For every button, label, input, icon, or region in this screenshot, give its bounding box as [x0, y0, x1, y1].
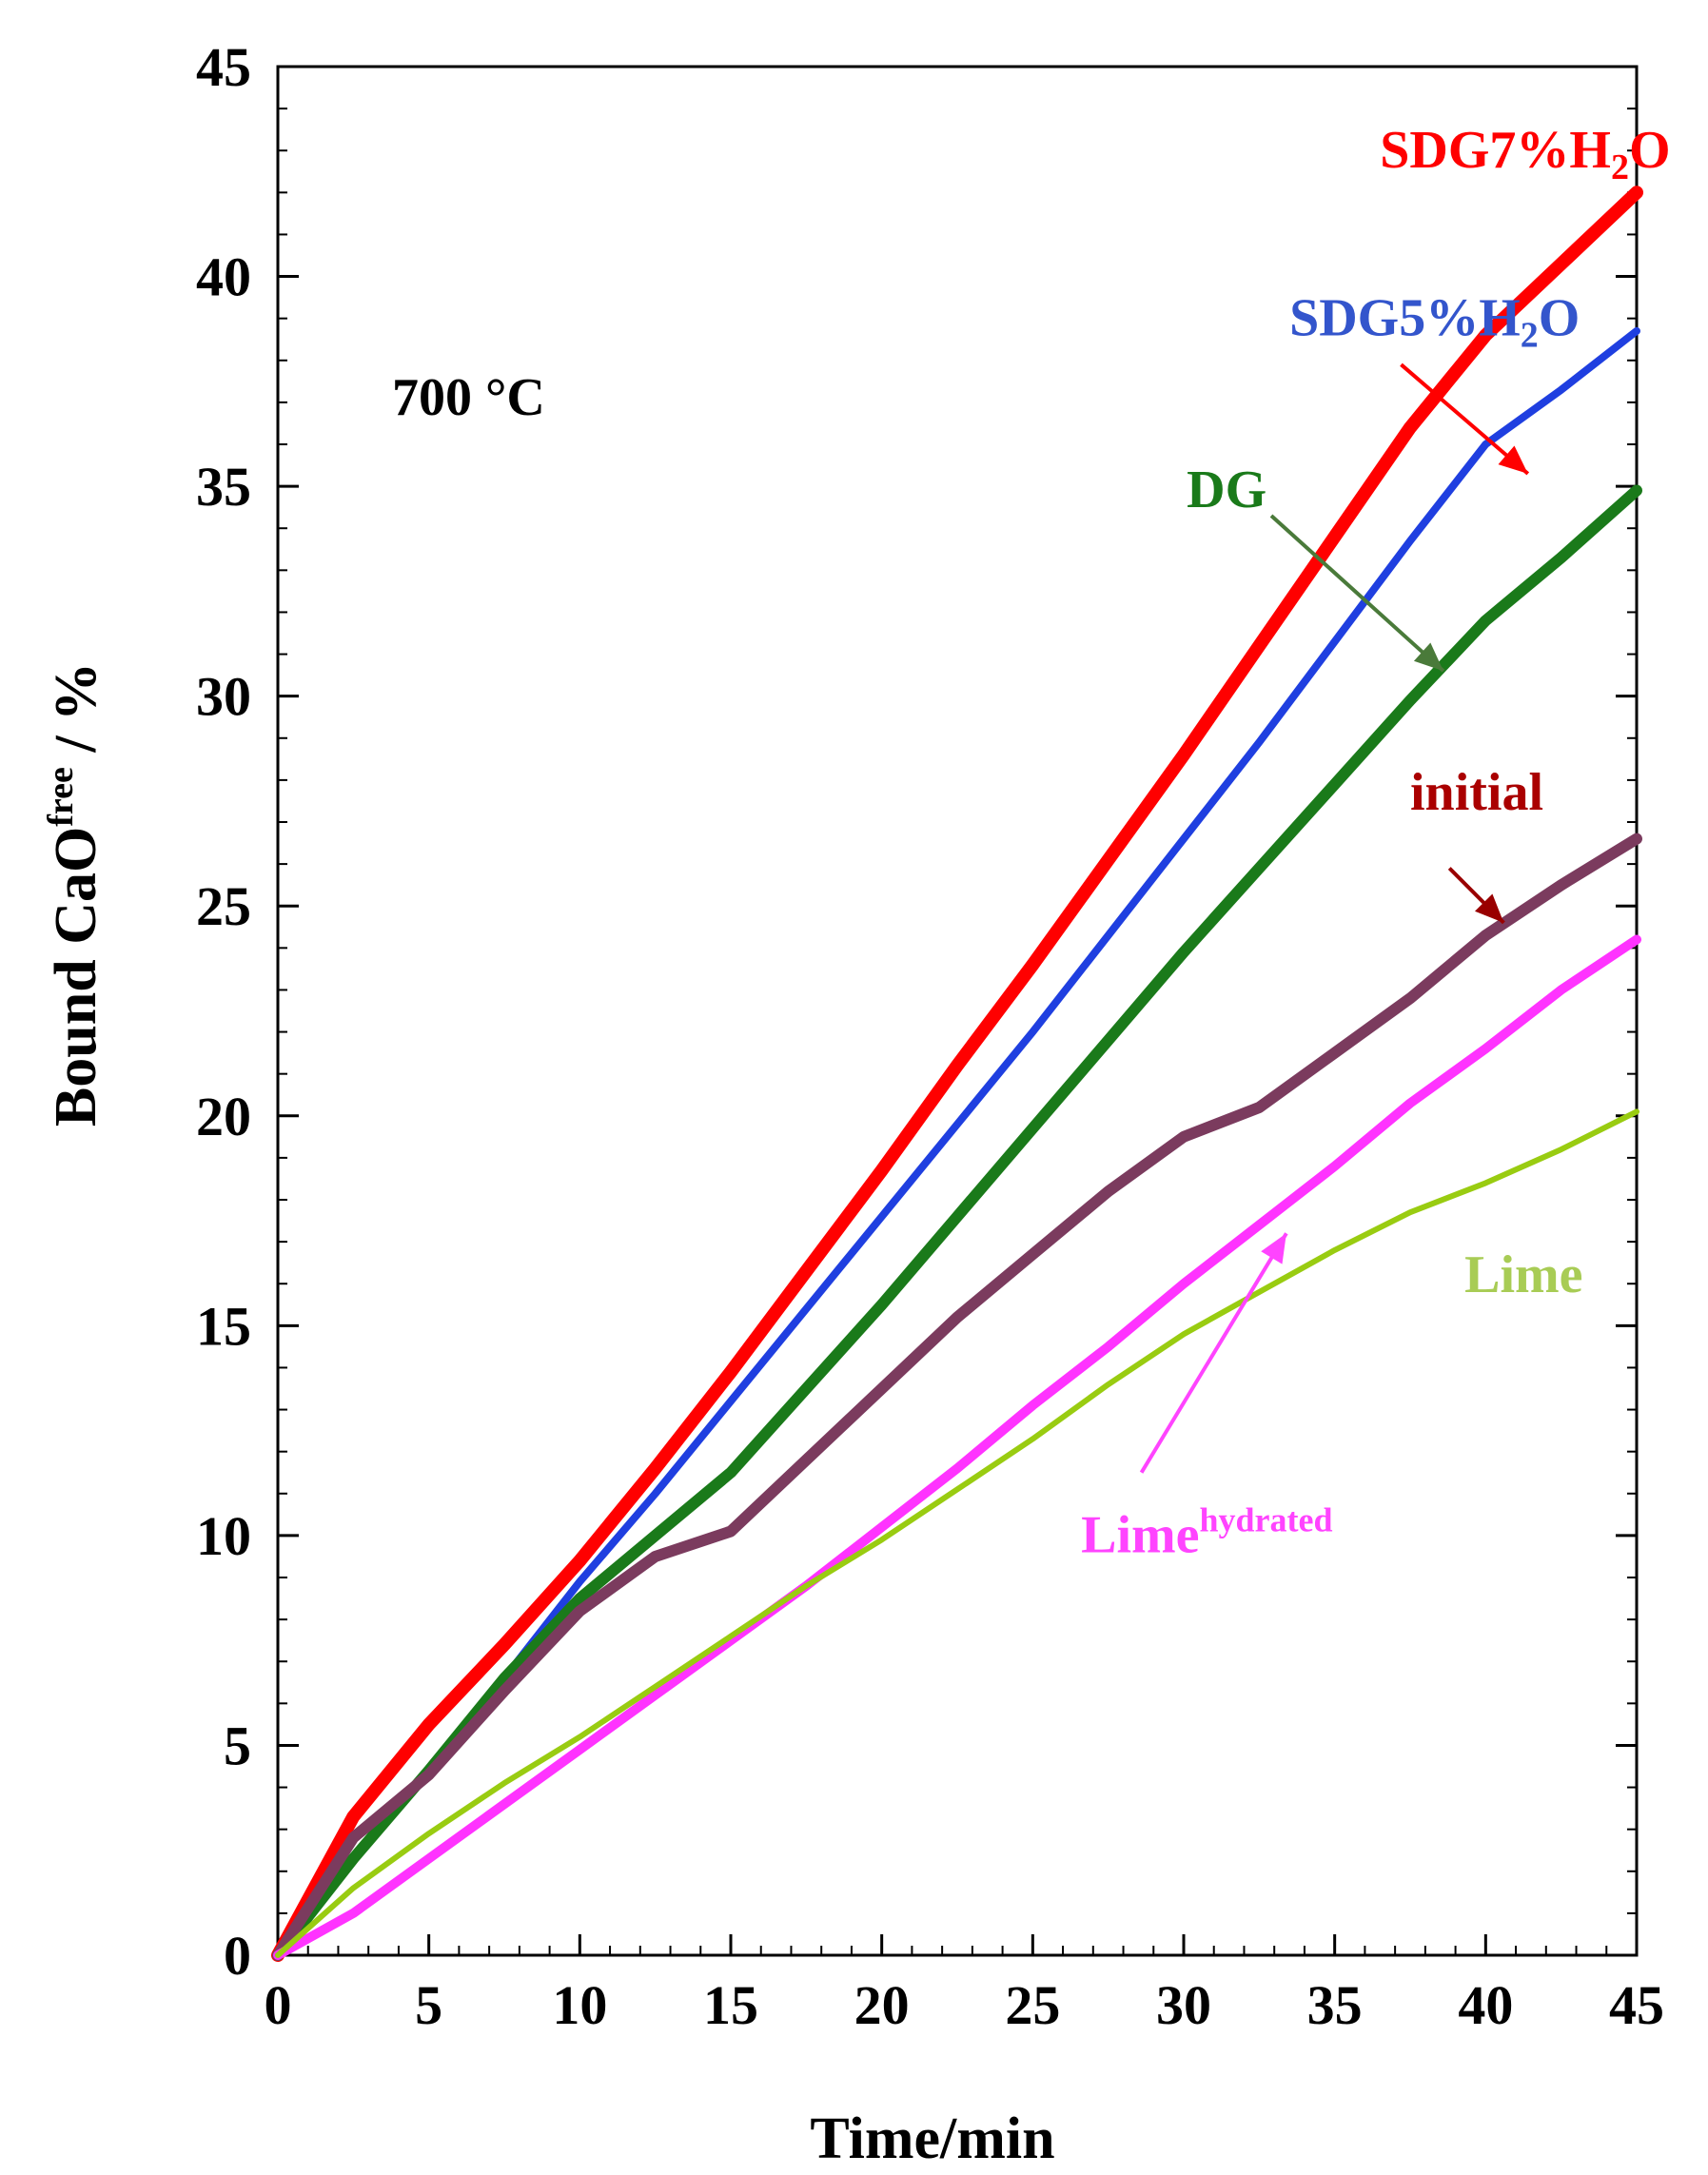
- x-tick-label: 45: [1609, 1974, 1664, 2036]
- y-tick-label: 10: [196, 1505, 251, 1567]
- series-line-limehydrated: [273, 934, 1641, 1960]
- y-tick-label: 35: [196, 456, 251, 518]
- y-axis-ticks: 0 5 10 15 20 25 30 35 40 45: [196, 36, 1637, 1987]
- annotation-label: Lime: [1464, 1245, 1582, 1304]
- annotation-arrow-line: [1269, 514, 1445, 673]
- annotation-arrow-head: [1498, 445, 1528, 474]
- x-tick-label: 30: [1156, 1974, 1211, 2036]
- y-tick-label: 15: [196, 1295, 251, 1357]
- annotation-arrow-head: [1413, 642, 1443, 672]
- x-tick-label: 40: [1458, 1974, 1513, 2036]
- y-axis-title-suffix: / %: [44, 662, 108, 767]
- annotation-label: initial: [1410, 763, 1543, 822]
- y-axis-title: Bound CaOfree / %: [41, 662, 108, 1127]
- series-line-sdg7-h2o: [271, 186, 1643, 1962]
- annotation-arrows: [1139, 362, 1530, 1474]
- y-tick-label: 30: [196, 666, 251, 728]
- annotations: SDG7%H2O SDG5%H2O DG initial Lime Limehydrate…: [1081, 121, 1670, 1565]
- condition-label: 700 °C: [392, 368, 545, 427]
- x-tick-label: 15: [703, 1974, 758, 2036]
- annotation-label: Limehydrated: [1081, 1501, 1332, 1565]
- series-line-initial: [272, 833, 1642, 1961]
- x-tick-label: 25: [1005, 1974, 1060, 2036]
- y-tick-label: 45: [196, 36, 251, 98]
- annotation-arrow-head: [1261, 1233, 1286, 1264]
- y-tick-label: 5: [224, 1715, 251, 1776]
- annotation-arrow-head: [1474, 893, 1504, 923]
- series-line-lime: [275, 1108, 1639, 1958]
- annotation-label: DG: [1187, 460, 1266, 519]
- annotation-label: SDG5%H2O: [1289, 288, 1580, 355]
- y-tick-label: 40: [196, 246, 251, 308]
- x-axis-ticks: 0 5 10 15 20 25 30 35 40 45: [265, 1934, 1664, 2036]
- y-axis-title-main: Bound CaO: [44, 827, 108, 1127]
- annotation-arrow-line: [1139, 1232, 1288, 1474]
- series-group: [271, 186, 1643, 1962]
- y-tick-label: 20: [196, 1086, 251, 1147]
- x-tick-label: 0: [265, 1974, 292, 2036]
- y-tick-label: 0: [224, 1925, 251, 1987]
- series-line-dg: [272, 484, 1642, 1961]
- x-tick-label: 10: [552, 1974, 607, 2036]
- x-tick-label: 35: [1307, 1974, 1363, 2036]
- x-tick-label: 20: [854, 1974, 910, 2036]
- x-tick-label: 5: [415, 1974, 442, 2036]
- y-tick-label: 25: [196, 875, 251, 937]
- x-axis-title: Time/min: [810, 2106, 1054, 2171]
- annotation-label: SDG7%H2O: [1380, 121, 1670, 187]
- y-axis-title-sup: free: [41, 767, 81, 827]
